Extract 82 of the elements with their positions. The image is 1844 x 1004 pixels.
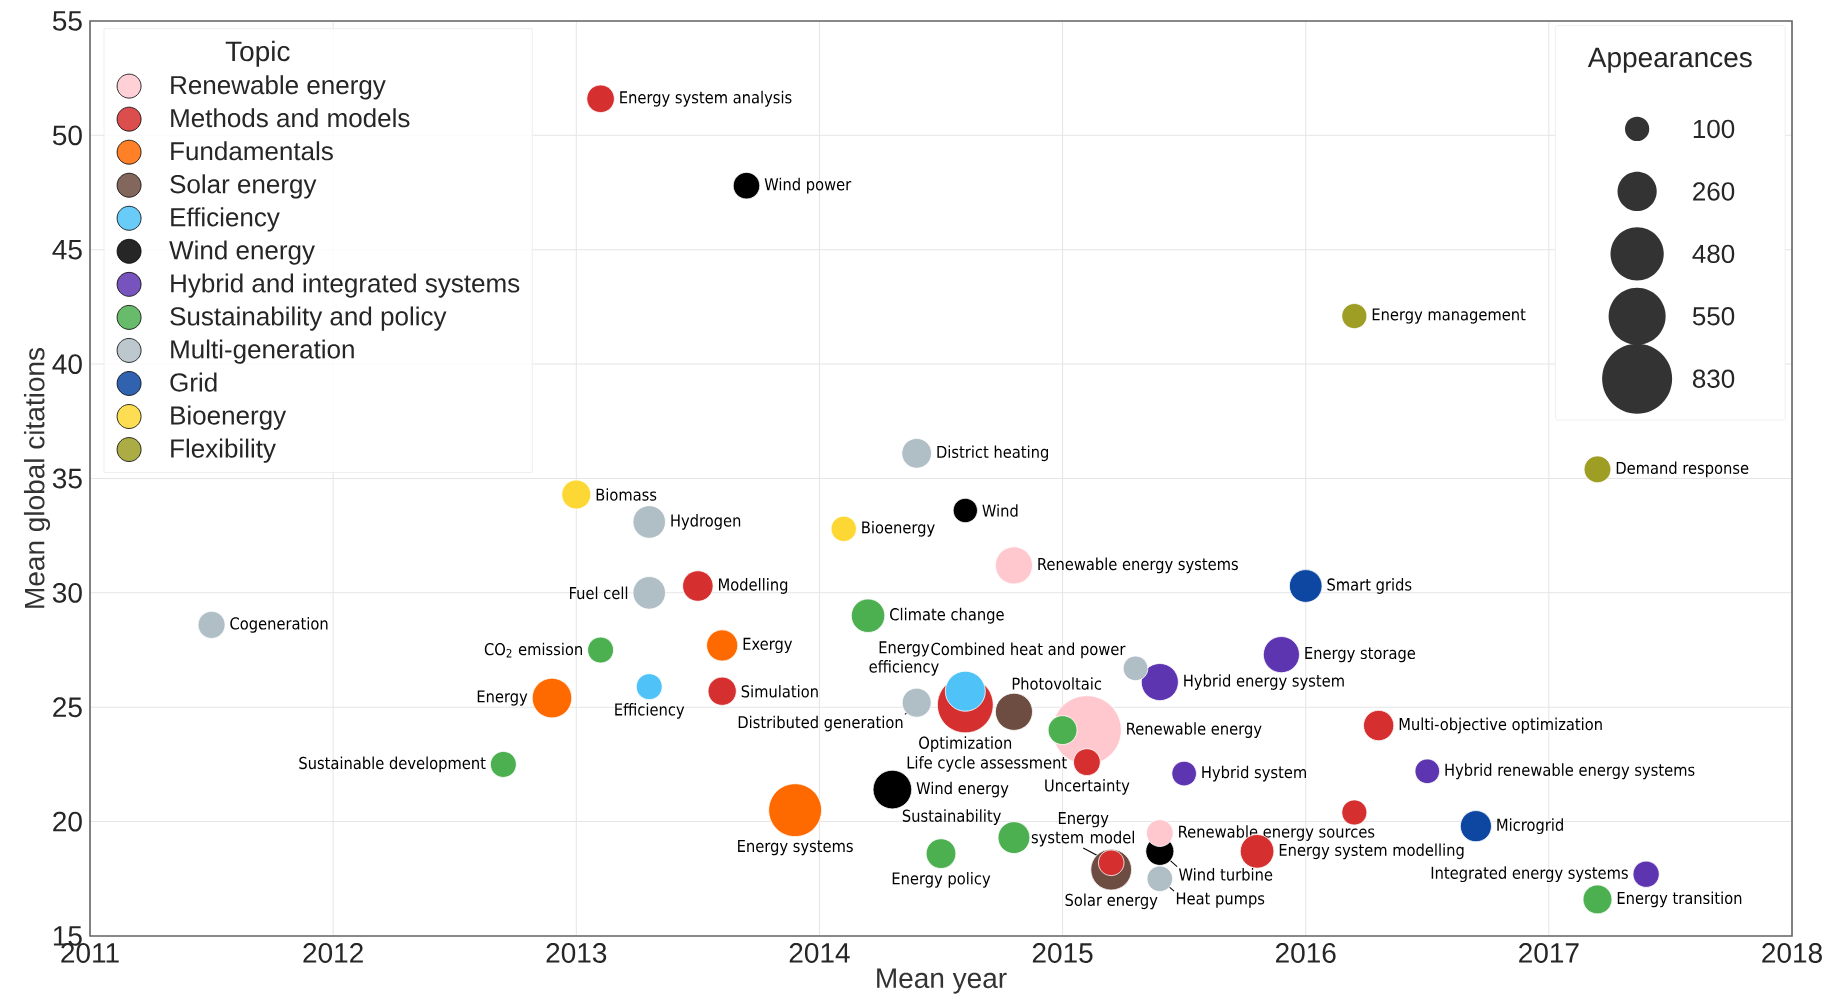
- annotation: Fuel cell: [569, 586, 628, 600]
- annotation: Hybrid system: [1202, 765, 1306, 782]
- y-tick-label: 50: [52, 125, 82, 146]
- annotation: District heating: [937, 445, 1048, 462]
- annotation: Microgrid: [1497, 818, 1563, 835]
- x-tick-label: 2014: [789, 943, 850, 963]
- legend-label: 480: [1692, 244, 1735, 264]
- annotation: Multi-objective optimization: [1399, 717, 1602, 734]
- annotation: Appearances: [1587, 47, 1752, 73]
- y-tick-label: 20: [53, 811, 82, 832]
- y-axis-title: Mean global citations: [23, 348, 51, 608]
- annotation: Renewable energy systems: [1038, 557, 1238, 574]
- y-tick-label: 45: [52, 239, 82, 260]
- annotation: Wind energy: [916, 781, 1009, 798]
- annotation: Energy policy: [892, 871, 991, 888]
- legend-label: Renewable energy: [171, 75, 386, 100]
- annotation: Smart grids: [1327, 578, 1412, 594]
- annotation: Hybrid energy system: [1184, 674, 1344, 690]
- annotation: Cogeneration: [230, 616, 328, 633]
- x-tick-label: 2018: [1762, 943, 1822, 963]
- x-axis-title: Mean year: [877, 968, 1007, 994]
- annotation: Sustainability: [902, 809, 1001, 826]
- annotation: Solar energy: [1065, 893, 1158, 910]
- legend-label: Methods and models: [171, 108, 410, 128]
- legend-label: 830: [1692, 369, 1735, 388]
- annotation: Exergy: [743, 637, 793, 654]
- annotation: Climate change: [890, 607, 1004, 624]
- y-tick-label: 40: [52, 354, 82, 375]
- annotation: Hybrid renewable energy systems: [1445, 763, 1695, 780]
- annotation: Energy storage: [1305, 646, 1416, 663]
- annotation: Integrated energy systems: [1431, 866, 1628, 883]
- legend-label: Bioenergy: [171, 405, 287, 430]
- annotation: Simulation: [741, 684, 818, 698]
- annotation: Sustainable development: [299, 756, 486, 773]
- annotation: Energy systems: [738, 840, 853, 856]
- y-tick-label: 55: [52, 11, 82, 31]
- x-tick-label: 2016: [1275, 943, 1336, 963]
- x-tick-label: 2012: [303, 943, 363, 963]
- annotation: Energy system analysis: [620, 90, 792, 107]
- y-tick-label: 30: [52, 582, 82, 603]
- y-tick-label: 25: [53, 697, 82, 718]
- legend-label: Flexibility: [171, 438, 276, 463]
- annotation: Hydrogen: [671, 514, 741, 530]
- annotation: Life cycle assessment: [907, 755, 1067, 772]
- annotation: Efficiency: [615, 703, 685, 719]
- annotation: Bioenergy: [862, 520, 935, 537]
- legend-label: Efficiency: [171, 207, 280, 232]
- y-tick-label: 35: [52, 468, 82, 489]
- annotation: Heat pumps: [1176, 892, 1265, 908]
- annotation: Demand response: [1616, 461, 1749, 478]
- annotation: Photovoltaic: [1012, 677, 1102, 690]
- legend-label: Hybrid and integrated systems: [171, 273, 520, 298]
- legend-label: Sustainability and policy: [170, 306, 447, 331]
- annotation: Biomass: [596, 488, 657, 501]
- annotation: CO$_{2}$ emission: [484, 642, 582, 658]
- annotation: Wind turbine: [1178, 868, 1273, 881]
- annotation: Distributed generation: [738, 715, 903, 732]
- annotation: Energy management: [1372, 308, 1526, 324]
- legend-title: Topic: [225, 40, 290, 67]
- annotation: Energy system modelling: [1279, 843, 1464, 860]
- x-tick-label: 2013: [546, 943, 607, 963]
- annotation: Renewable energy sources: [1179, 825, 1375, 841]
- legend-label: Multi-generation: [171, 339, 354, 364]
- annotation: Energy system model: [1031, 812, 1134, 847]
- legend-label: Wind energy: [169, 240, 315, 265]
- x-tick-label: 2017: [1519, 943, 1579, 963]
- annotation: Wind: [982, 504, 1018, 517]
- legend-label: 260: [1693, 182, 1735, 201]
- annotation: Modelling: [718, 578, 788, 594]
- annotation: Energy: [477, 690, 528, 706]
- legend-label: Solar energy: [170, 174, 317, 199]
- annotation: Uncertainty: [1045, 778, 1130, 795]
- legend-label: 100: [1693, 119, 1735, 139]
- legend-label: Grid: [170, 372, 217, 392]
- x-tick-label: 2015: [1032, 943, 1093, 963]
- annotation: Optimization: [919, 736, 1012, 753]
- legend-label: Fundamentals: [171, 141, 333, 161]
- annotation: Energy transition: [1617, 891, 1742, 908]
- annotation: Renewable energy: [1127, 722, 1262, 739]
- annotation: Combined heat and power: [931, 642, 1126, 659]
- annotation: Wind power: [764, 177, 852, 194]
- legend-label: 550: [1692, 307, 1735, 326]
